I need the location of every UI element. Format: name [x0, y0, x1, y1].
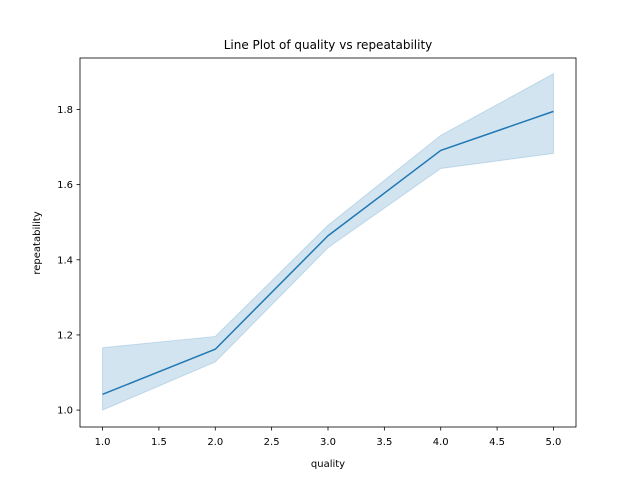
x-tick-label: 1.5	[151, 437, 167, 448]
x-tick-label: 4.0	[433, 437, 449, 448]
x-tick-label: 3.0	[320, 437, 336, 448]
x-axis: 1.0 1.5 2.0 2.5 3.0 3.5 4.0 4.5 5.0	[95, 427, 562, 448]
x-tick-label: 2.0	[207, 437, 223, 448]
x-tick-label: 2.5	[264, 437, 280, 448]
confidence-band-0	[102, 72, 554, 411]
y-tick-label: 1.8	[57, 105, 73, 116]
x-tick-label: 5.0	[546, 437, 562, 448]
y-tick-label: 1.6	[57, 180, 73, 191]
x-axis-label: quality	[311, 459, 345, 470]
y-axis-label: repeatability	[32, 211, 43, 274]
plot-area	[102, 72, 554, 411]
y-tick-label: 1.0	[57, 406, 73, 417]
y-tick-label: 1.4	[57, 255, 73, 266]
x-tick-label: 3.5	[376, 437, 392, 448]
y-tick-label: 1.2	[57, 330, 73, 341]
x-tick-label: 1.0	[95, 437, 111, 448]
x-tick-label: 4.5	[489, 437, 505, 448]
y-axis: 1.0 1.2 1.4 1.6 1.8	[57, 105, 80, 417]
chart-title: Line Plot of quality vs repeatability	[224, 38, 433, 52]
